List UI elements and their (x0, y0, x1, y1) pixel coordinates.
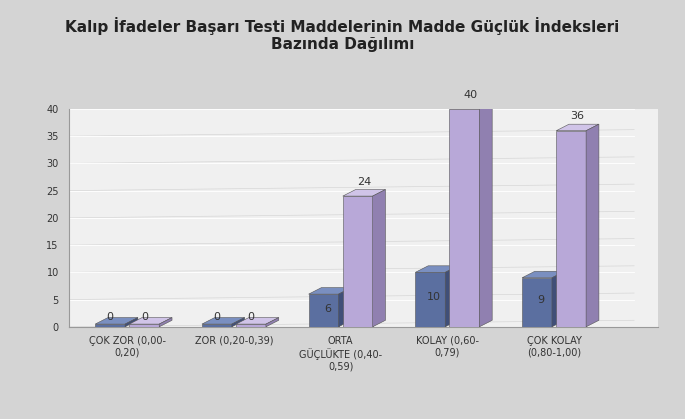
Polygon shape (445, 266, 458, 327)
Polygon shape (236, 318, 279, 324)
Text: Kalıp İfadeler Başarı Testi Maddelerinin Madde Güçlük İndeksleri
Bazında Dağılım: Kalıp İfadeler Başarı Testi Maddelerinin… (65, 17, 620, 52)
Text: 10: 10 (427, 292, 441, 302)
Polygon shape (556, 124, 599, 131)
Polygon shape (129, 324, 159, 327)
Polygon shape (556, 131, 586, 327)
Text: 0: 0 (247, 313, 255, 323)
Polygon shape (522, 271, 564, 278)
Polygon shape (522, 278, 552, 327)
Polygon shape (415, 266, 458, 272)
Polygon shape (479, 102, 493, 327)
Polygon shape (95, 318, 138, 324)
Text: 24: 24 (357, 177, 371, 187)
Text: 0: 0 (141, 313, 148, 323)
Polygon shape (129, 318, 172, 324)
Text: 0: 0 (213, 313, 221, 323)
Polygon shape (342, 189, 386, 196)
Text: 36: 36 (571, 111, 584, 122)
Text: 40: 40 (464, 90, 478, 100)
Polygon shape (236, 324, 266, 327)
Polygon shape (449, 102, 493, 109)
Text: 0: 0 (107, 313, 114, 323)
Polygon shape (373, 189, 386, 327)
Polygon shape (266, 318, 279, 327)
Polygon shape (202, 324, 232, 327)
Text: 9: 9 (537, 295, 545, 305)
Polygon shape (415, 272, 445, 327)
Polygon shape (232, 318, 245, 327)
Polygon shape (159, 318, 172, 327)
Polygon shape (552, 271, 564, 327)
Polygon shape (125, 318, 138, 327)
Polygon shape (338, 287, 351, 327)
Polygon shape (342, 196, 373, 327)
Polygon shape (586, 124, 599, 327)
Polygon shape (202, 318, 245, 324)
Polygon shape (309, 294, 338, 327)
Polygon shape (449, 109, 479, 327)
Text: 6: 6 (324, 304, 331, 314)
Polygon shape (309, 287, 351, 294)
Polygon shape (95, 324, 125, 327)
